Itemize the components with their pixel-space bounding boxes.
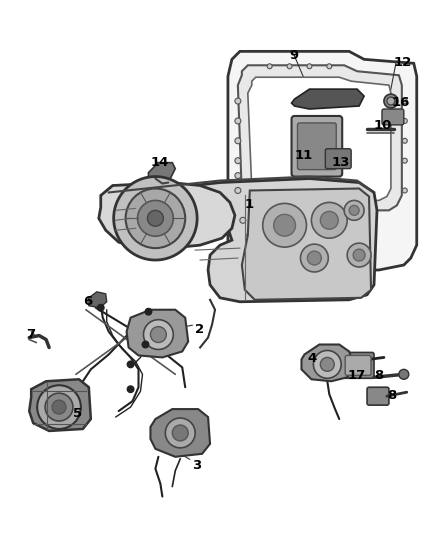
- Polygon shape: [29, 379, 91, 431]
- Circle shape: [327, 265, 332, 270]
- Circle shape: [349, 205, 359, 215]
- Text: 7: 7: [26, 328, 35, 341]
- FancyBboxPatch shape: [342, 352, 374, 378]
- Circle shape: [311, 203, 347, 238]
- Circle shape: [314, 351, 341, 378]
- Circle shape: [52, 400, 66, 414]
- Circle shape: [403, 188, 407, 193]
- Circle shape: [357, 263, 362, 268]
- FancyBboxPatch shape: [382, 109, 404, 125]
- Circle shape: [344, 200, 364, 220]
- Circle shape: [127, 385, 134, 393]
- Polygon shape: [242, 189, 371, 300]
- Polygon shape: [148, 163, 175, 181]
- Circle shape: [150, 327, 166, 343]
- Circle shape: [267, 64, 272, 69]
- Circle shape: [297, 265, 302, 270]
- Circle shape: [235, 158, 241, 164]
- Text: 17: 17: [347, 369, 365, 382]
- Circle shape: [320, 358, 334, 372]
- Circle shape: [37, 385, 81, 429]
- Text: 6: 6: [83, 295, 92, 308]
- Circle shape: [165, 418, 195, 448]
- Polygon shape: [127, 310, 188, 358]
- Circle shape: [148, 211, 163, 226]
- Polygon shape: [292, 89, 364, 109]
- Circle shape: [327, 64, 332, 69]
- Circle shape: [403, 118, 407, 124]
- Circle shape: [172, 425, 188, 441]
- Circle shape: [141, 341, 149, 349]
- FancyBboxPatch shape: [292, 116, 342, 176]
- FancyBboxPatch shape: [325, 149, 351, 168]
- Circle shape: [144, 320, 173, 350]
- Circle shape: [126, 189, 185, 248]
- Circle shape: [399, 369, 409, 379]
- Circle shape: [235, 173, 241, 179]
- Text: 5: 5: [73, 407, 82, 420]
- Text: 14: 14: [150, 156, 169, 169]
- Polygon shape: [228, 51, 417, 272]
- Polygon shape: [150, 409, 210, 457]
- Circle shape: [235, 118, 241, 124]
- Circle shape: [347, 243, 371, 267]
- Polygon shape: [99, 182, 235, 248]
- Circle shape: [97, 304, 105, 312]
- Circle shape: [235, 188, 241, 193]
- Text: 2: 2: [195, 322, 204, 336]
- FancyBboxPatch shape: [297, 123, 336, 169]
- Circle shape: [240, 217, 246, 223]
- Polygon shape: [301, 344, 354, 381]
- Circle shape: [387, 97, 395, 105]
- Text: 10: 10: [374, 119, 392, 132]
- Text: 12: 12: [394, 56, 412, 69]
- FancyBboxPatch shape: [367, 387, 389, 405]
- Circle shape: [274, 214, 296, 236]
- Text: 9: 9: [290, 50, 299, 62]
- Circle shape: [138, 200, 173, 236]
- Text: 16: 16: [392, 96, 410, 109]
- FancyBboxPatch shape: [345, 356, 371, 375]
- Text: 4: 4: [307, 352, 317, 366]
- Circle shape: [114, 176, 197, 260]
- Circle shape: [145, 308, 152, 316]
- Text: 13: 13: [331, 156, 350, 169]
- Polygon shape: [106, 179, 377, 302]
- Circle shape: [307, 64, 312, 69]
- Circle shape: [300, 244, 328, 272]
- Circle shape: [235, 138, 241, 144]
- Polygon shape: [89, 292, 107, 308]
- Circle shape: [403, 158, 407, 163]
- Text: 3: 3: [192, 459, 201, 472]
- Circle shape: [353, 249, 365, 261]
- Polygon shape: [248, 77, 391, 200]
- Circle shape: [45, 393, 73, 421]
- Circle shape: [127, 360, 134, 368]
- Circle shape: [307, 251, 321, 265]
- Text: 11: 11: [294, 149, 313, 161]
- Text: 8: 8: [387, 389, 396, 402]
- Circle shape: [403, 99, 407, 103]
- Text: 8: 8: [374, 369, 383, 382]
- Circle shape: [403, 139, 407, 143]
- Circle shape: [263, 204, 307, 247]
- Circle shape: [320, 212, 338, 229]
- Circle shape: [257, 245, 263, 251]
- Circle shape: [235, 98, 241, 104]
- Circle shape: [247, 232, 253, 238]
- Circle shape: [384, 94, 398, 108]
- Polygon shape: [238, 65, 402, 211]
- Text: 1: 1: [245, 198, 254, 212]
- Circle shape: [267, 263, 272, 268]
- Circle shape: [287, 64, 292, 69]
